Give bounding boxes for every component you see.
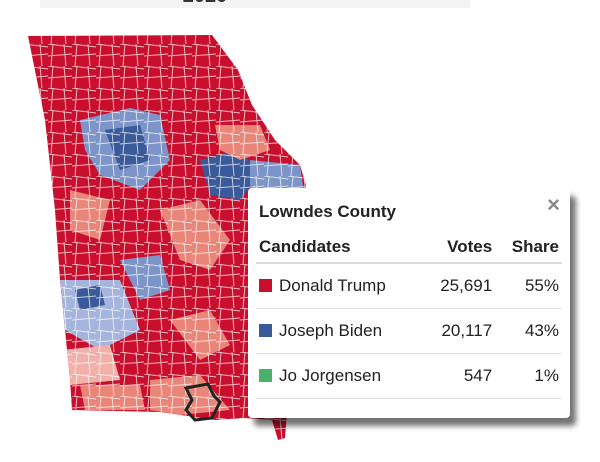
votes-cell: 25,691	[422, 263, 496, 309]
header-title: 2020	[183, 0, 228, 7]
candidate-row: Donald Trump 25,691 55%	[256, 263, 562, 309]
share-cell: 1%	[495, 353, 562, 399]
popup-title: Lowndes County	[259, 202, 396, 221]
column-header: Votes	[422, 232, 496, 264]
share-cell: 43%	[495, 308, 562, 354]
candidate-row: Joseph Biden 20,117 43%	[256, 308, 562, 354]
close-button[interactable]: ×	[547, 192, 560, 217]
votes-cell: 547	[422, 353, 496, 399]
candidate-cell: Jo Jorgensen	[256, 353, 423, 399]
candidate-name: Joseph Biden	[279, 321, 383, 340]
candidate-name: Jo Jorgensen	[279, 366, 382, 385]
header-row: Candidates Votes Share	[256, 232, 562, 264]
share-cell: 55%	[495, 263, 562, 309]
candidate-row: Jo Jorgensen 547 1%	[256, 353, 562, 399]
color-swatch	[259, 369, 272, 382]
selected-county	[183, 382, 222, 422]
header-bar	[40, 0, 470, 8]
popup: Lowndes County × Candidates Votes Share …	[248, 188, 570, 418]
candidate-cell: Donald Trump	[256, 263, 423, 309]
results-table: Candidates Votes Share Donald Trump 25,69…	[256, 232, 562, 399]
color-swatch	[259, 324, 272, 337]
votes-cell: 20,117	[422, 308, 496, 354]
column-header: Candidates	[256, 232, 423, 264]
color-swatch	[259, 279, 272, 292]
candidate-cell: Joseph Biden	[256, 308, 423, 354]
candidate-name: Donald Trump	[279, 276, 386, 295]
column-header: Share	[495, 232, 562, 264]
